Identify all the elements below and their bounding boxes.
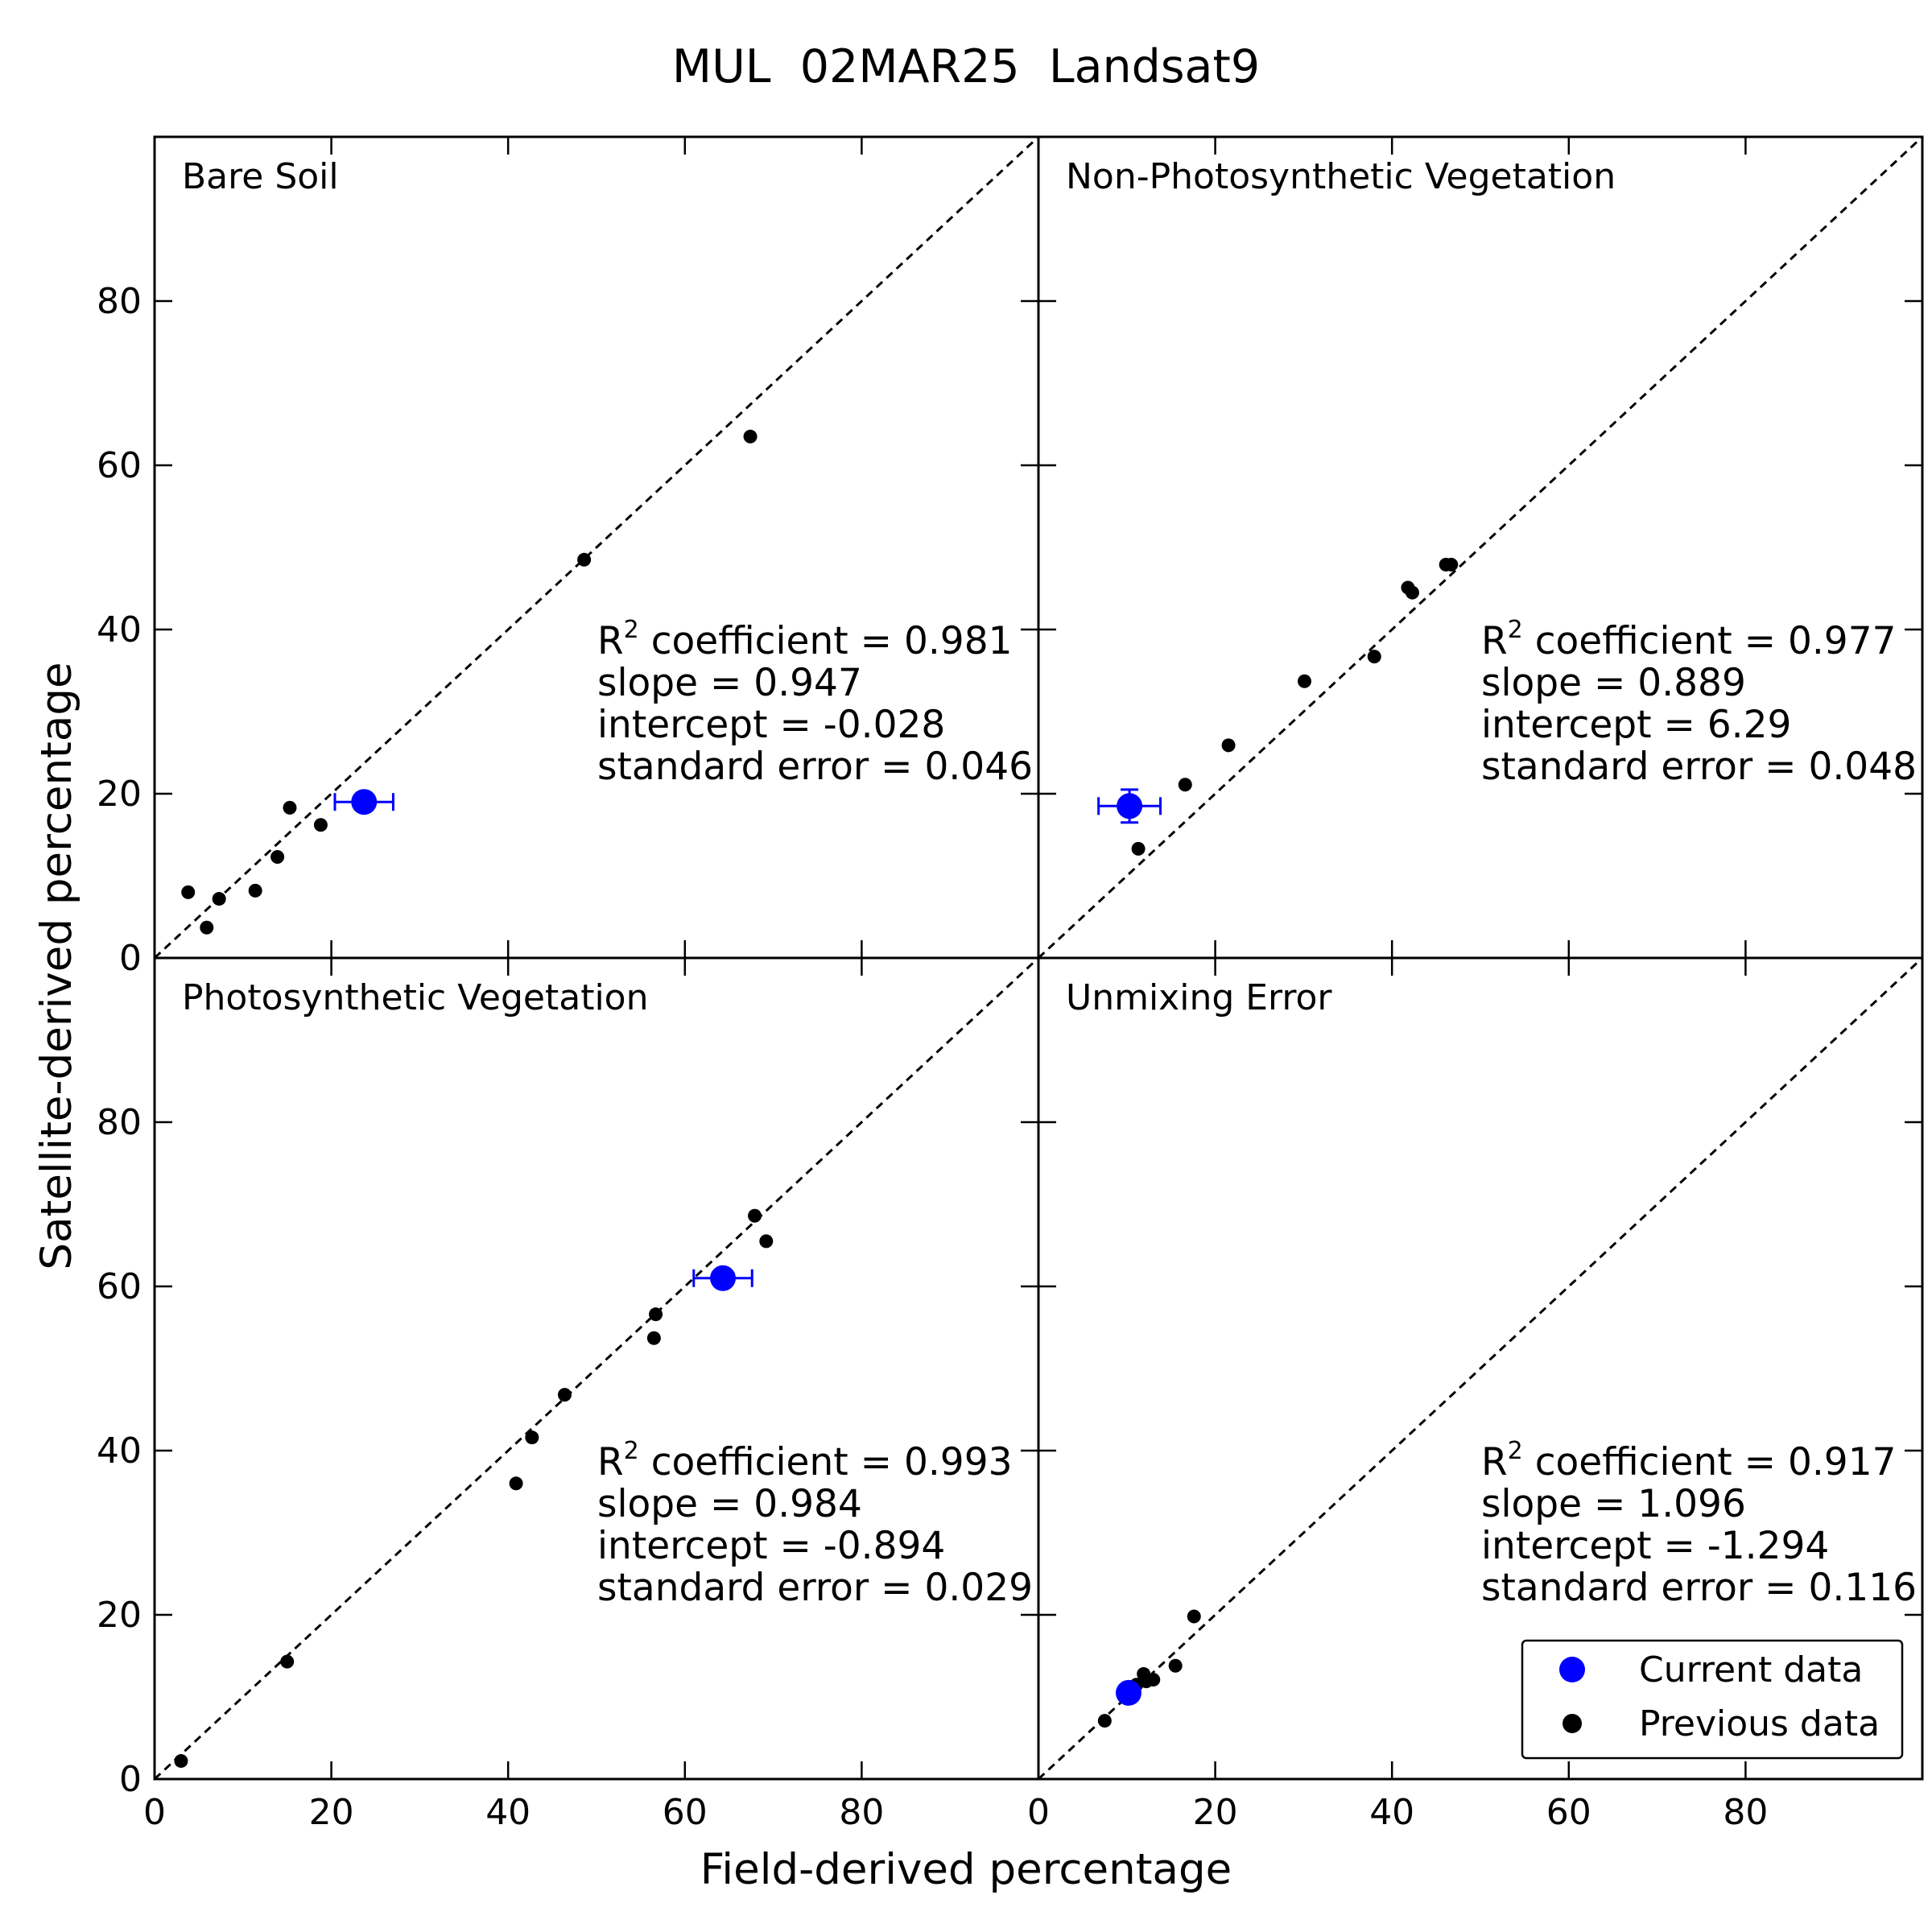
- panel-non-photosynthetic-vegetation-previous-point: [1131, 841, 1146, 856]
- legend: Current data Previous data: [1521, 1639, 1904, 1760]
- panel-photosynthetic-vegetation-previous-point: [525, 1430, 539, 1445]
- panel-unmixing-error-previous-point: [1187, 1609, 1201, 1624]
- panel-photosynthetic-vegetation-previous-point: [649, 1307, 663, 1322]
- panel-unmixing-error-x-tick-label: 20: [1193, 1792, 1238, 1833]
- panel-bare-soil-previous-point: [212, 892, 226, 906]
- panel-photosynthetic-vegetation-y-tick-label: 60: [97, 1266, 142, 1307]
- panel-photosynthetic-vegetation-x-tick-label: 40: [485, 1792, 530, 1833]
- panel-photosynthetic-vegetation-current-point: [710, 1265, 737, 1291]
- panel-unmixing-error-x-tick-label: 0: [1027, 1792, 1050, 1833]
- panel-photosynthetic-vegetation-y-tick-label: 80: [97, 1102, 142, 1143]
- panel-unmixing-error-previous-point: [1168, 1658, 1183, 1673]
- panel-photosynthetic-vegetation-previous-point: [174, 1754, 188, 1769]
- panel-unmixing-error: 0 20 40 60 80 Unmixing Error R2 coefficient = …: [1027, 956, 1924, 1833]
- legend-marker-previous-data: [1563, 1714, 1582, 1733]
- panel-unmixing-error-previous-point: [1146, 1673, 1161, 1687]
- panel-bare-soil-slope-text: slope = 0.947: [597, 661, 862, 705]
- panel-bare-soil-previous-point: [248, 883, 262, 898]
- panel-photosynthetic-vegetation-intercept-text: intercept = -0.894: [597, 1524, 945, 1568]
- panel-unmixing-error-frame: [1037, 956, 1924, 1781]
- panel-photosynthetic-vegetation-previous-point: [748, 1208, 762, 1223]
- panel-photosynthetic-vegetation-x-tick-label: 0: [143, 1792, 166, 1833]
- panel-photosynthetic-vegetation-previous-point: [646, 1331, 661, 1345]
- panel-unmixing-error-x-tick-label: 40: [1369, 1792, 1414, 1833]
- panel-photosynthetic-vegetation-y-tick-label: 40: [97, 1430, 142, 1472]
- panel-non-photosynthetic-vegetation-previous-point: [1178, 778, 1192, 792]
- panel-bare-soil-intercept-text: intercept = -0.028: [597, 703, 945, 747]
- panel-bare-soil-previous-point: [313, 818, 328, 832]
- panel-bare-soil-y-tick-label: 60: [97, 445, 142, 486]
- panel-unmixing-error-x-tick-label: 80: [1723, 1792, 1768, 1833]
- panel-photosynthetic-vegetation-previous-point: [557, 1388, 572, 1402]
- panel-photosynthetic-vegetation-reference-line: [153, 956, 1040, 1781]
- panel-bare-soil-previous-point: [283, 800, 297, 815]
- panel-non-photosynthetic-vegetation-slope-text: slope = 0.889: [1481, 661, 1746, 705]
- panel-bare-soil-y-tick-label: 40: [97, 609, 142, 650]
- panel-bare-soil-label: Bare Soil: [182, 156, 339, 197]
- panel-photosynthetic-vegetation-previous-point: [759, 1234, 774, 1249]
- panel-photosynthetic-vegetation-r2-text: R2 coefficient = 0.993: [597, 1437, 1013, 1484]
- panels: 0 20 40 60 80 Bare Soil R2 coefficient = 0.981…: [97, 135, 1924, 1833]
- panel-photosynthetic-vegetation-x-tick-label: 60: [663, 1792, 708, 1833]
- panel-bare-soil-r2-text: R2 coefficient = 0.981: [597, 616, 1013, 663]
- panel-non-photosynthetic-vegetation-previous-point: [1405, 585, 1419, 600]
- panel-photosynthetic-vegetation-slope-text: slope = 0.984: [597, 1482, 862, 1526]
- panel-non-photosynthetic-vegetation-intercept-text: intercept = 6.29: [1481, 703, 1791, 747]
- legend-marker-current-data: [1559, 1657, 1585, 1682]
- panel-non-photosynthetic-vegetation-previous-point: [1297, 674, 1311, 688]
- panel-unmixing-error-label: Unmixing Error: [1066, 977, 1332, 1018]
- panel-non-photosynthetic-vegetation: Non-Photosynthetic Vegetation R2 coeffici…: [1037, 135, 1924, 960]
- legend-label-current-data: Current data: [1639, 1649, 1863, 1690]
- panel-bare-soil-previous-point: [743, 429, 758, 444]
- panel-photosynthetic-vegetation-stderr-text: standard error = 0.029: [597, 1566, 1033, 1610]
- figure-title: MUL 02MAR25 Landsat9: [672, 40, 1260, 93]
- panel-photosynthetic-vegetation-x-tick-label: 80: [839, 1792, 884, 1833]
- panel-non-photosynthetic-vegetation-stderr-text: standard error = 0.048: [1481, 745, 1917, 789]
- panel-photosynthetic-vegetation-y-tick-label: 0: [119, 1759, 142, 1800]
- panel-photosynthetic-vegetation-x-tick-label: 20: [309, 1792, 354, 1833]
- legend-box: [1521, 1639, 1904, 1760]
- panel-non-photosynthetic-vegetation-previous-point: [1367, 650, 1381, 664]
- panel-non-photosynthetic-vegetation-current-point: [1117, 793, 1143, 819]
- panel-bare-soil-y-tick-label: 80: [97, 281, 142, 322]
- panel-bare-soil-y-tick-label: 0: [119, 938, 142, 979]
- panel-unmixing-error-current-point: [1115, 1679, 1141, 1706]
- panel-bare-soil-y-tick-label: 20: [97, 774, 142, 815]
- panel-photosynthetic-vegetation-previous-point: [280, 1654, 295, 1669]
- panel-bare-soil-previous-point: [200, 920, 214, 935]
- panel-photosynthetic-vegetation: 0 20 40 60 80 0 20 40 60 80 Photosynthetic Vegetat…: [97, 956, 1040, 1833]
- panel-bare-soil: 0 20 40 60 80 Bare Soil R2 coefficient = 0.981…: [97, 135, 1040, 979]
- panel-bare-soil-previous-point: [181, 885, 196, 899]
- panel-non-photosynthetic-vegetation-previous-point: [1221, 738, 1236, 753]
- panel-unmixing-error-intercept-text: intercept = -1.294: [1481, 1524, 1829, 1568]
- panel-unmixing-error-previous-point: [1097, 1714, 1112, 1728]
- panel-photosynthetic-vegetation-previous-point: [509, 1476, 523, 1491]
- panel-unmixing-error-slope-text: slope = 1.096: [1481, 1482, 1746, 1526]
- panel-unmixing-error-r2-text: R2 coefficient = 0.917: [1481, 1437, 1897, 1484]
- x-axis-title: Field-derived percentage: [700, 1845, 1232, 1894]
- panel-photosynthetic-vegetation-label: Photosynthetic Vegetation: [182, 977, 648, 1018]
- panel-non-photosynthetic-vegetation-r2-text: R2 coefficient = 0.977: [1481, 616, 1897, 663]
- panel-bare-soil-reference-line: [153, 135, 1040, 960]
- panel-non-photosynthetic-vegetation-previous-point: [1444, 557, 1459, 572]
- y-axis-title: Satellite-derived percentage: [32, 662, 81, 1269]
- panel-bare-soil-stderr-text: standard error = 0.046: [597, 745, 1033, 789]
- panel-non-photosynthetic-vegetation-label: Non-Photosynthetic Vegetation: [1066, 156, 1616, 197]
- panel-bare-soil-previous-point: [270, 850, 285, 865]
- panel-unmixing-error-x-tick-label: 60: [1546, 1792, 1591, 1833]
- panel-unmixing-error-stderr-text: standard error = 0.116: [1481, 1566, 1917, 1610]
- panel-bare-soil-current-point: [351, 789, 378, 815]
- panel-non-photosynthetic-vegetation-reference-line: [1037, 135, 1924, 960]
- legend-label-previous-data: Previous data: [1639, 1703, 1880, 1744]
- panel-bare-soil-previous-point: [577, 552, 592, 567]
- panel-photosynthetic-vegetation-y-tick-label: 20: [97, 1595, 142, 1636]
- panel-unmixing-error-reference-line: [1037, 956, 1924, 1781]
